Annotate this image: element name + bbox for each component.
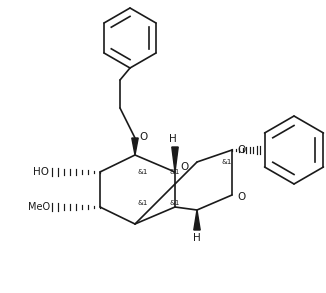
Text: &1: &1: [137, 169, 147, 175]
Text: H: H: [193, 233, 201, 243]
Polygon shape: [132, 138, 138, 155]
Polygon shape: [172, 147, 178, 172]
Text: HO: HO: [33, 167, 49, 177]
Text: &1: &1: [170, 169, 180, 175]
Text: MeO: MeO: [28, 202, 50, 212]
Text: O: O: [180, 162, 188, 172]
Text: &1: &1: [222, 159, 232, 165]
Text: O: O: [237, 145, 245, 155]
Text: O: O: [139, 132, 147, 142]
Text: H: H: [169, 134, 177, 144]
Text: &1: &1: [137, 200, 147, 206]
Polygon shape: [194, 210, 200, 230]
Text: O: O: [237, 192, 245, 202]
Text: &1: &1: [170, 200, 180, 206]
